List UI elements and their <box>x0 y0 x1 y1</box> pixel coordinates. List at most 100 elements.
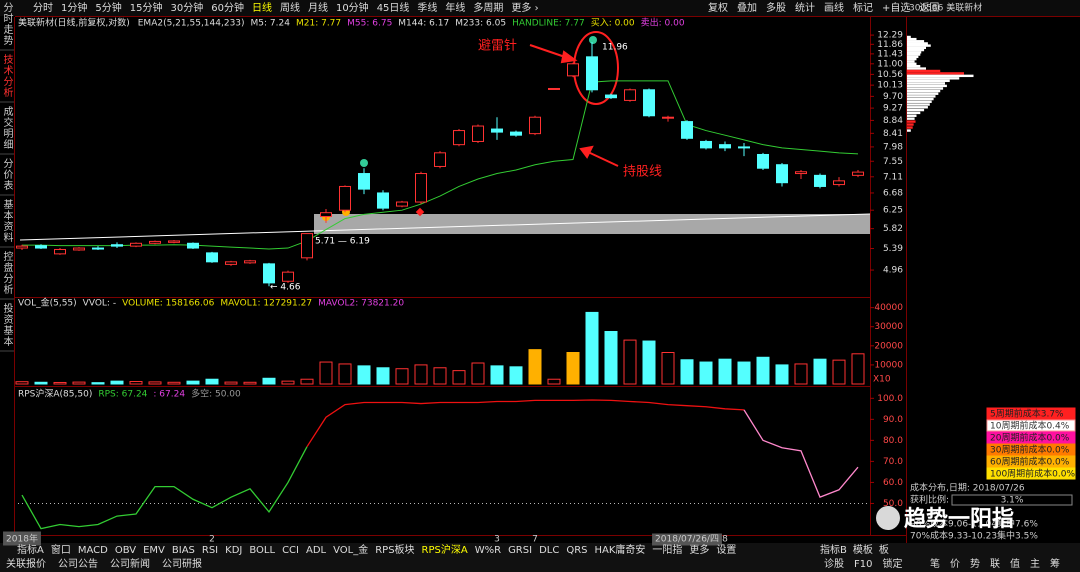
legend-entry: MAVOL1: 127291.27 <box>220 299 312 309</box>
chip-bar <box>907 64 921 68</box>
side-tab[interactable]: 基本资料 <box>1 198 13 243</box>
candle-body <box>719 144 731 149</box>
period-tab[interactable]: 日线 <box>252 1 272 14</box>
rps-line <box>21 446 308 530</box>
candle-body <box>187 242 199 249</box>
status-icon[interactable]: 主 <box>1030 558 1040 570</box>
status-icon[interactable]: 价 <box>950 558 960 570</box>
period-tab[interactable]: 30分钟 <box>170 1 203 14</box>
indicator-tab[interactable]: 指标A <box>17 543 44 556</box>
volume-bar <box>642 340 656 385</box>
side-tab[interactable]: 投资基本 <box>1 302 13 347</box>
period-tab[interactable]: 60分钟 <box>211 1 244 14</box>
indicator-tab[interactable]: MACD <box>78 545 108 556</box>
profit-box <box>951 494 1073 506</box>
status-icon[interactable]: 势 <box>970 557 980 570</box>
status-icon[interactable]: 联 <box>990 558 1000 570</box>
status-icon[interactable]: 笔 <box>930 557 940 570</box>
indicator-tab[interactable]: 一阳指 <box>652 543 682 556</box>
period-tab[interactable]: 周线 <box>280 1 300 14</box>
indicator-tab[interactable]: CCI <box>282 545 299 556</box>
toolbar-button[interactable]: +自选 <box>882 1 910 14</box>
period-tab[interactable]: 月线 <box>308 1 328 14</box>
candle-body <box>263 263 275 284</box>
indicator-tab[interactable]: W%R <box>475 545 501 556</box>
chip-bar <box>907 108 925 112</box>
side-tab[interactable]: 分价表 <box>1 158 13 191</box>
wechat-icon <box>876 506 900 530</box>
status-link[interactable]: 公司新闻 <box>110 557 150 570</box>
indicator-tab[interactable]: RPS板块 <box>375 543 414 556</box>
cost-period-box <box>986 443 1076 456</box>
chip-bar <box>907 120 916 123</box>
indicator-tab[interactable]: 指标B <box>820 543 847 556</box>
period-tab[interactable]: 1分钟 <box>61 1 87 14</box>
candle-body <box>681 121 693 139</box>
rps-line <box>306 399 745 448</box>
indicator-tab[interactable]: 设置 <box>716 544 736 556</box>
toolbar-button[interactable]: 叠加 <box>737 2 757 14</box>
indicator-tab[interactable]: HAK庸奇安 <box>595 543 646 556</box>
period-tab[interactable]: 45日线 <box>377 1 410 14</box>
annotation: 持股线 <box>623 165 662 180</box>
period-tab[interactable]: 5分钟 <box>95 1 121 14</box>
side-tab[interactable]: 成交明细 <box>1 106 13 150</box>
indicator-tab[interactable]: RSI <box>202 545 218 556</box>
indicator-tab[interactable]: QRS <box>566 545 587 556</box>
period-tab[interactable]: 更多 › <box>511 1 538 14</box>
side-tab[interactable]: 分时走势 <box>1 2 13 46</box>
volume-bar <box>205 378 219 385</box>
period-tab[interactable]: 分时 <box>33 2 53 14</box>
toolbar-button[interactable]: 统计 <box>795 1 815 14</box>
candle-body <box>833 180 845 186</box>
indicator-tab[interactable]: BIAS <box>172 545 195 556</box>
y-tick-label: 100.0 <box>877 394 903 404</box>
toolbar-button[interactable]: 复权 <box>708 1 728 14</box>
period-tab[interactable]: 季线 <box>417 1 437 14</box>
period-tab[interactable]: 多周期 <box>473 1 503 14</box>
chip-bar <box>907 92 939 95</box>
status-button[interactable]: 诊股 <box>824 557 844 570</box>
y-tick-label: 20000 <box>874 341 903 351</box>
indicator-tab[interactable]: OBV <box>115 545 136 556</box>
period-tab[interactable]: 10分钟 <box>336 1 369 14</box>
side-tab[interactable]: 控盘分析 <box>1 250 13 295</box>
toolbar-bg <box>0 0 1080 16</box>
indicator-tab[interactable]: RPS沪深A <box>422 543 468 556</box>
indicator-tab[interactable]: KDJ <box>225 545 242 556</box>
period-tab[interactable]: 年线 <box>445 1 465 14</box>
indicator-tab[interactable]: 模板 <box>853 543 873 556</box>
cost-period-label: 5周期前成本3.7% <box>990 408 1064 420</box>
status-icon[interactable]: 筹 <box>1050 557 1060 570</box>
chip-bar <box>907 40 925 43</box>
indicator-tab[interactable]: 更多 <box>689 543 709 556</box>
toolbar-button[interactable]: 标记 <box>853 2 873 14</box>
status-button[interactable]: 锁定 <box>882 557 902 570</box>
toolbar-button[interactable]: 多股 <box>766 1 786 14</box>
period-tab[interactable]: 15分钟 <box>130 1 163 14</box>
indicator-tab[interactable]: DLC <box>539 545 559 556</box>
status-link[interactable]: 公司公告 <box>58 557 98 570</box>
chip-bar <box>907 129 911 132</box>
cursor-date-box <box>3 531 41 546</box>
toolbar-button[interactable]: 返回 <box>919 2 939 14</box>
candle-body <box>415 173 427 203</box>
toolbar-button[interactable]: 画线 <box>824 1 844 14</box>
indicator-tab[interactable]: VOL_金 <box>333 543 368 556</box>
status-link[interactable]: 公司研报 <box>162 557 202 570</box>
status-link[interactable]: 关联报价 <box>6 557 46 570</box>
indicator-tab[interactable]: ADL <box>306 545 327 556</box>
side-tab[interactable]: 技术分析 <box>1 53 13 98</box>
chip-bar <box>907 97 934 101</box>
indicator-tab[interactable]: BOLL <box>249 545 275 556</box>
indicator-tab[interactable]: GRSI <box>508 545 532 556</box>
status-icon[interactable]: 值 <box>1010 557 1020 570</box>
indicator-tab[interactable]: 板 <box>879 543 889 556</box>
status-button[interactable]: F10 <box>854 559 872 570</box>
indicator-tab[interactable]: 窗口 <box>51 543 71 556</box>
chip-bar <box>907 74 974 78</box>
legend-entry: VOLUME: 158166.06 <box>122 299 215 309</box>
chip-bar <box>907 69 941 73</box>
indicator-tab[interactable]: EMV <box>143 545 165 556</box>
legend-entry: 卖出: 0.00 <box>641 17 685 29</box>
